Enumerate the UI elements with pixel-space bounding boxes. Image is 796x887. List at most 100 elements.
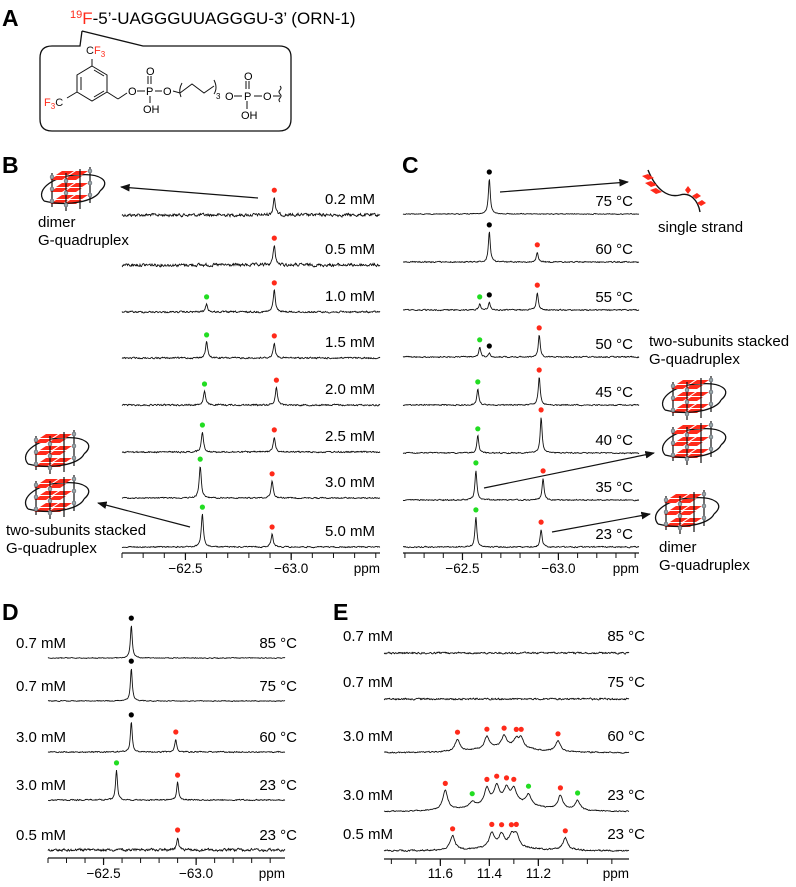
peak-marker-red xyxy=(271,280,277,286)
x-tick-label: 11.6 xyxy=(428,866,453,881)
peak-marker-red xyxy=(499,822,505,828)
spectrum-trace xyxy=(121,288,381,314)
row-label: 0.5 mM xyxy=(325,241,375,258)
peak-marker-red xyxy=(489,821,495,828)
spectrum-trace xyxy=(121,386,381,407)
cf3-top-subscript: 3 xyxy=(100,50,106,59)
spectrum-trace xyxy=(403,231,640,264)
spectrum-trace xyxy=(47,668,286,703)
row-label: 0.5 mM xyxy=(16,827,66,844)
row-label: 50 °C xyxy=(595,336,633,353)
peak-marker-black xyxy=(486,169,492,175)
dimer-label: G-quadruplex xyxy=(659,557,750,574)
row-label: 0.7 mM xyxy=(343,674,393,691)
row-condition: 60 °C xyxy=(607,728,645,745)
peak-marker-red xyxy=(513,821,519,828)
row-label: 5.0 mM xyxy=(325,523,375,540)
chain-repeat: 3 xyxy=(216,92,221,101)
row-label: 3.0 mM xyxy=(16,777,66,794)
x-tick-label: −62.5 xyxy=(445,561,479,576)
atom-o: O xyxy=(146,66,155,78)
row-label: 0.7 mM xyxy=(343,628,393,645)
spectrum-trace xyxy=(402,417,640,455)
x-tick-label: 11.4 xyxy=(477,866,503,881)
stacked-label: G-quadruplex xyxy=(649,351,740,368)
peak-marker-red xyxy=(534,282,540,288)
spectrum-trace xyxy=(121,432,381,454)
spectrum-trace xyxy=(121,197,381,218)
cf3-top-text: CF xyxy=(86,45,101,57)
panel-label-a: A xyxy=(2,5,19,31)
peak-marker-red xyxy=(175,772,181,778)
spectrum-trace xyxy=(48,770,286,802)
dimer-label: G-quadruplex xyxy=(38,232,129,249)
row-label: 35 °C xyxy=(595,479,633,496)
peak-marker-red xyxy=(562,828,568,834)
spectra-panel-d: 0.7 mM 85 °C 0.7 mM 75 °C 3.0 mM 60 °C 3.0 mM 2… xyxy=(16,615,297,881)
atom-oh: OH xyxy=(241,110,258,122)
peak-marker-green xyxy=(197,456,203,462)
atom-o: O xyxy=(128,86,137,98)
atom-o: O xyxy=(225,91,234,103)
peak-marker-black xyxy=(486,343,492,349)
row-label: 0.5 mM xyxy=(343,826,393,843)
spectrum-trace xyxy=(47,625,286,660)
dimer-g-quadruplex-icon xyxy=(654,489,720,535)
spectrum-trace xyxy=(47,722,286,754)
peak-marker-red xyxy=(538,519,544,525)
spectrum-trace xyxy=(402,470,640,502)
atom-o: O xyxy=(263,91,272,103)
peak-marker-green xyxy=(477,294,483,300)
peak-marker-red xyxy=(536,367,542,373)
row-condition: 60 °C xyxy=(259,729,297,746)
fluorine-label: F xyxy=(82,9,92,28)
single-strand-icon xyxy=(642,169,706,213)
x-axis-unit: ppm xyxy=(613,561,639,576)
peak-marker-red xyxy=(513,726,519,733)
peak-marker-red xyxy=(503,775,510,781)
peak-marker-green xyxy=(204,294,210,300)
row-label: 1.5 mM xyxy=(325,334,375,351)
atom-o: O xyxy=(163,86,172,98)
spectrum-trace xyxy=(403,292,640,312)
stacked-label: G-quadruplex xyxy=(6,540,97,557)
row-label: 3.0 mM xyxy=(16,729,66,746)
spectrum-trace xyxy=(47,837,286,853)
row-condition: 75 °C xyxy=(259,678,297,695)
peak-marker-red xyxy=(534,242,540,248)
row-label: 45 °C xyxy=(595,384,633,401)
peak-marker-black xyxy=(128,658,134,664)
spectrum-trace xyxy=(121,513,381,549)
f3c-left: F3C xyxy=(44,97,63,111)
row-condition: 85 °C xyxy=(607,628,645,645)
sequence-title: 19F-5’-UAGGGUUAGGGU-3’ (ORN-1) xyxy=(70,9,356,28)
peak-marker-green xyxy=(525,783,532,789)
row-condition: 23 °C xyxy=(259,827,297,844)
peak-marker-green xyxy=(475,379,481,385)
dimer-label: dimer xyxy=(38,214,76,231)
arrow xyxy=(483,450,655,489)
spectrum-trace xyxy=(403,517,640,549)
row-label: 3.0 mM xyxy=(343,728,393,745)
panel-label-d: D xyxy=(2,599,19,625)
row-label: 0.2 mM xyxy=(325,191,375,208)
spectrum-trace xyxy=(383,830,630,852)
chemical-structure xyxy=(66,59,282,109)
row-condition: 85 °C xyxy=(259,635,297,652)
atom-p: P xyxy=(244,91,251,103)
peak-marker-red xyxy=(508,822,514,828)
stacked-g-quadruplex-icon xyxy=(24,429,90,475)
peak-marker-red xyxy=(271,235,277,241)
row-label: 23 °C xyxy=(595,526,633,543)
row-label: 3.0 mM xyxy=(325,474,375,491)
peak-marker-red xyxy=(173,729,179,735)
spectra-panel-b: 0.2 mM 0.5 mM 1.0 mM 1.5 mM 2.0 mM 2.5 mM 3.0 … xyxy=(121,187,381,576)
peak-marker-green xyxy=(575,790,581,796)
spectrum-trace xyxy=(384,734,630,754)
spectrum-trace xyxy=(402,179,640,216)
x-axis-unit: ppm xyxy=(603,866,629,881)
peak-marker-green xyxy=(199,504,205,510)
peak-marker-black xyxy=(486,222,492,228)
peak-marker-green xyxy=(477,337,483,343)
row-label: 2.0 mM xyxy=(325,381,375,398)
